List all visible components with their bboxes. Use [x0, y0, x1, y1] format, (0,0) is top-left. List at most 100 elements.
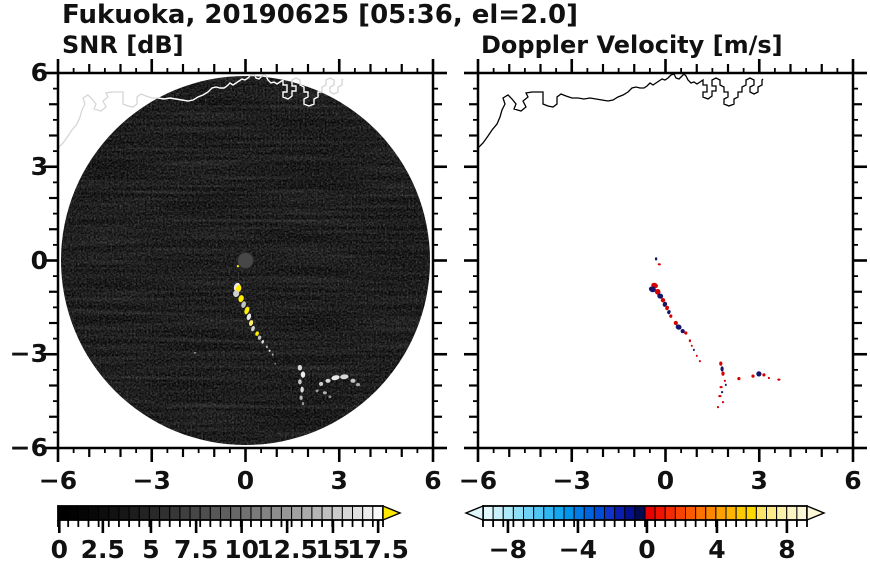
echo-blob — [325, 378, 331, 383]
colorbar-under-arrow — [464, 504, 484, 522]
colorbar-segment — [593, 505, 606, 521]
echo-blob — [328, 395, 332, 399]
colorbar-segment — [786, 505, 798, 521]
velocity-echoes — [648, 257, 781, 409]
echo-blob — [301, 402, 305, 406]
echo-blob — [680, 329, 685, 334]
y-tick-label: 6 — [30, 58, 48, 87]
echo-blob — [299, 395, 303, 400]
colorbar-segment — [331, 505, 343, 521]
colorbar-segment — [301, 505, 313, 521]
echo-blob — [255, 331, 259, 336]
colorbar-segment — [67, 505, 79, 521]
colorbar-segment — [220, 505, 232, 521]
echo-blob — [719, 361, 723, 366]
snr-colorbar-label: 12.5 — [256, 535, 318, 564]
y-tick-label: −3 — [9, 339, 48, 369]
colorbar-segment — [634, 505, 646, 521]
y-tick-label: −6 — [9, 433, 48, 462]
echo-blob — [657, 293, 664, 299]
colorbar-segment — [77, 505, 89, 521]
echo-blob — [662, 301, 668, 307]
colorbar-segment — [685, 505, 697, 521]
colorbar-segment — [291, 505, 303, 521]
colorbar-segment — [644, 505, 656, 521]
echo-blob — [654, 257, 658, 261]
colorbar-segment — [240, 505, 252, 521]
colorbar-segment — [492, 505, 504, 521]
colorbar-segment — [553, 505, 565, 521]
colorbar-segment — [189, 505, 201, 521]
plot-frame — [476, 71, 855, 450]
echo-blob — [261, 340, 264, 344]
colorbar-segment — [735, 505, 747, 521]
echo-blob — [244, 306, 250, 315]
colorbar-segment — [512, 505, 525, 521]
echo-blob — [265, 345, 268, 349]
velocity-x-tick-label: 3 — [750, 466, 768, 495]
velocity-colorbar-label: 0 — [638, 535, 656, 564]
radar-center-dot — [237, 252, 254, 269]
colorbar-segment — [362, 505, 374, 521]
echo-blob — [716, 406, 720, 409]
echo-blob — [654, 288, 661, 295]
snr-colorbar-label: 0 — [50, 535, 68, 564]
echo-blob — [665, 305, 669, 311]
echo-blob — [356, 383, 360, 387]
colorbar-segment — [372, 505, 384, 521]
colorbar-segment — [341, 505, 354, 521]
echo-blob — [648, 286, 656, 293]
snr-colorbar-body — [57, 504, 402, 533]
colorbar-segment — [169, 505, 181, 521]
colorbar-segment — [179, 505, 191, 521]
velocity-ppi-plot — [464, 59, 867, 462]
velocity-x-tick-label: −3 — [552, 466, 591, 495]
echo-blob — [660, 298, 666, 303]
colorbar-segment — [674, 505, 687, 521]
echo-blob — [720, 366, 724, 372]
velocity-x-tick-label: 0 — [656, 466, 675, 495]
colorbar-segment — [280, 505, 293, 521]
colorbar-segment — [108, 505, 120, 521]
colorbar-segment — [352, 505, 364, 521]
echo-blob — [723, 379, 726, 382]
echo-blob — [297, 364, 303, 371]
snr-colorbar-label: 17.5 — [347, 535, 409, 564]
snr-ppi-plot — [44, 59, 447, 462]
echo-blob — [300, 371, 306, 378]
velocity-x-tick-label: −6 — [458, 466, 498, 495]
colorbar-segment — [755, 505, 768, 521]
echo-blob — [331, 375, 340, 381]
snr-x-tick-label: 3 — [330, 466, 348, 495]
colorbar-segment — [270, 505, 282, 521]
snr-colorbar-label: 15 — [315, 535, 351, 564]
colorbar-segment — [543, 505, 555, 521]
echo-blob — [751, 374, 755, 378]
echo-blob — [692, 348, 695, 351]
colorbar-segment — [604, 505, 616, 521]
echo-blob — [719, 386, 723, 389]
echo-blob — [762, 373, 766, 377]
colorbar-segment — [230, 505, 242, 521]
colorbar-segment — [128, 505, 140, 521]
snr-x-tick-label: −3 — [132, 466, 171, 495]
figure-title: Fukuoka, 20190625 [05:36, el=2.0] — [62, 0, 579, 30]
colorbar-segment — [321, 505, 333, 521]
snr-colorbar — [57, 504, 402, 533]
echo-blob — [271, 353, 274, 356]
colorbar-segment — [523, 505, 535, 521]
colorbar-segment — [725, 505, 737, 521]
echo-blob — [673, 320, 678, 326]
velocity-colorbar-label: −4 — [558, 535, 598, 564]
echo-blob — [777, 378, 781, 381]
colorbar-segment — [482, 505, 494, 521]
colorbar-segment — [118, 505, 130, 521]
echo-blob — [684, 331, 688, 335]
echo-blob — [193, 351, 197, 354]
echo-blob — [667, 310, 671, 315]
velocity-colorbar — [464, 504, 826, 533]
y-tick-label: 3 — [30, 151, 48, 181]
velocity-colorbar-body — [464, 504, 826, 533]
echo-blob — [669, 314, 673, 318]
